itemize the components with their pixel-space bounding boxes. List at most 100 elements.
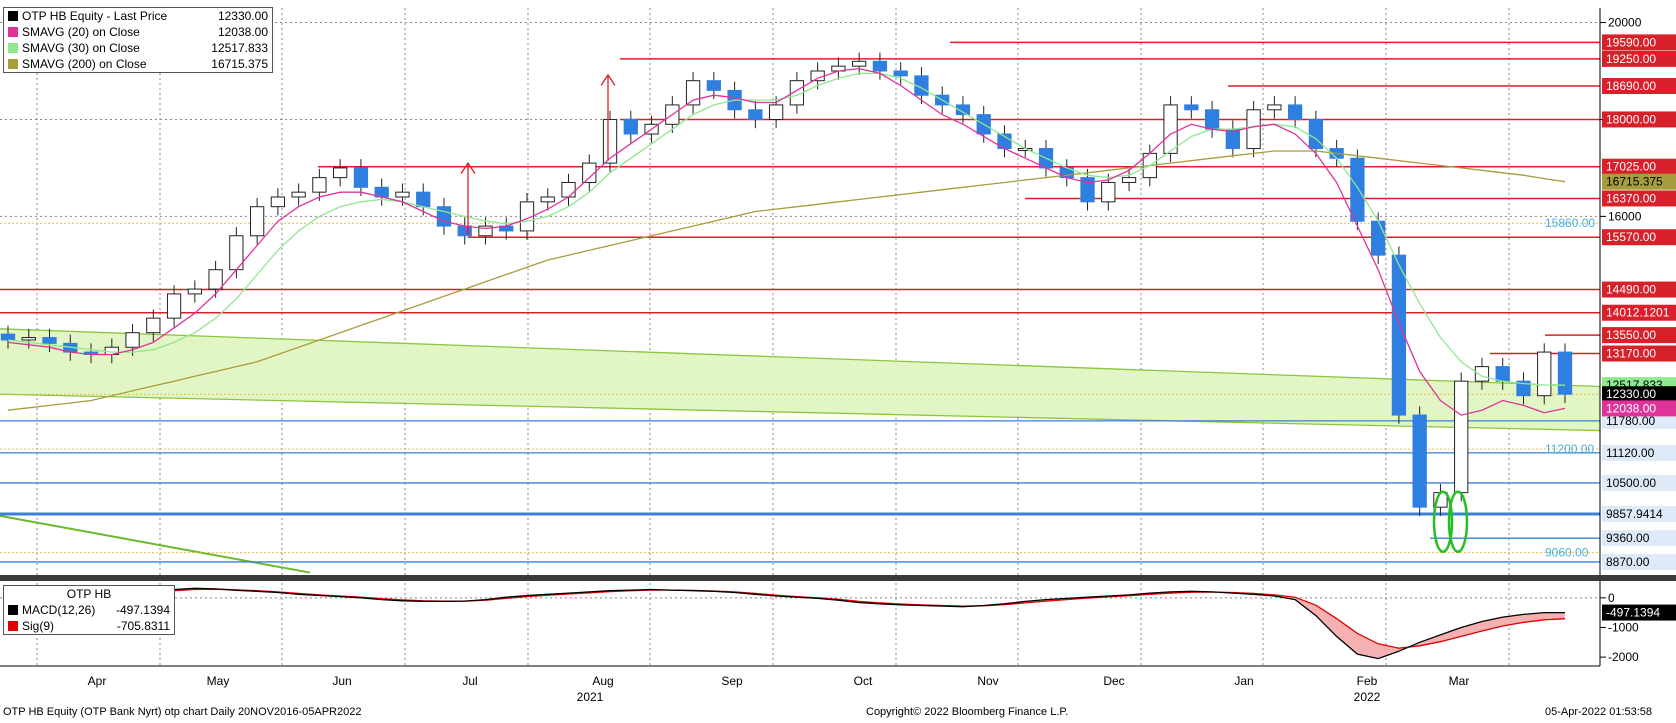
- support-level-tag: 9857.9414: [1606, 507, 1663, 521]
- candle-up: [1454, 380, 1469, 494]
- support-level-tag-bg: [1602, 444, 1676, 461]
- macd-value-tag: -497.1394: [1606, 606, 1660, 620]
- resistance-level-tag-bg: [1602, 281, 1676, 298]
- x-tick-label: Feb: [1357, 674, 1378, 688]
- inline-level-label: 15860.00: [1545, 216, 1595, 230]
- candle-down: [893, 70, 908, 77]
- legend-name: MACD(12,26): [22, 603, 96, 617]
- x-tick-label: Sep: [721, 674, 743, 688]
- resistance-level-tag: 17025.00: [1606, 160, 1656, 174]
- candle-up: [1101, 181, 1116, 203]
- legend-swatch-icon: [8, 11, 18, 21]
- legend-swatch-icon: [8, 605, 18, 615]
- x-tick-label: Dec: [1103, 674, 1124, 688]
- candle-down: [1080, 177, 1095, 203]
- sma200-value-tag: 16715.375: [1606, 175, 1663, 189]
- support-level-tag-bg: [1602, 506, 1676, 523]
- year-label: 2021: [577, 690, 604, 704]
- support-level-tag: 8870.00: [1606, 555, 1650, 569]
- candle-down: [1350, 157, 1365, 222]
- legend-value: -705.8311: [116, 619, 170, 633]
- candle-up: [602, 118, 618, 164]
- legend-row-sma30: SMAVG (30) on Close 12517.833: [4, 40, 272, 56]
- footer-left: OTP HB Equity (OTP Bank Nyrt) otp chart …: [3, 706, 362, 718]
- year-label: 2022: [1354, 690, 1381, 704]
- resistance-level-tag-bg: [1602, 190, 1676, 207]
- macd-line: [7, 587, 1565, 660]
- y-tick-label: 16000: [1608, 209, 1642, 223]
- candle-down: [955, 104, 971, 116]
- candle-down: [1557, 351, 1573, 395]
- sma200-line: [7, 150, 1566, 411]
- candle-down: [1184, 104, 1199, 111]
- legend-row-last-price: OTP HB Equity - Last Price 12330.00: [4, 8, 272, 24]
- sma200-value-tag-bg: [1602, 173, 1676, 190]
- resistance-level-tag: 19250.00: [1606, 52, 1656, 66]
- legend-swatch-icon: [8, 43, 18, 53]
- resistance-level-tag: 18000.00: [1606, 112, 1656, 126]
- candle-up: [333, 167, 348, 179]
- highlight-ellipse: [1432, 490, 1454, 553]
- y-tick-label: 20000: [1608, 16, 1642, 30]
- candle-up: [852, 60, 867, 67]
- legend-name: SMAVG (30) on Close: [22, 41, 140, 55]
- legend-value: 12038.00: [217, 25, 268, 39]
- legend-value: -497.1394: [115, 603, 170, 617]
- resistance-level-tag: 14490.00: [1606, 283, 1656, 297]
- footer-timestamp: 05-Apr-2022 01:53:58: [1545, 706, 1653, 718]
- candle-up: [146, 317, 161, 334]
- macd-legend-title: OTP HB: [4, 586, 174, 602]
- candle-up: [208, 269, 223, 290]
- macd-value-tag-bg: [1602, 604, 1676, 621]
- x-tick-label: Mar: [1449, 674, 1470, 688]
- candle-down: [1391, 254, 1407, 416]
- candle-up: [187, 288, 202, 295]
- candle-up: [1163, 104, 1178, 154]
- candle-up: [395, 191, 410, 198]
- support-level-tag: 11780.00: [1606, 414, 1655, 428]
- resistance-level-tag: 18690.00: [1606, 79, 1656, 93]
- up-arrow-icon: [460, 161, 476, 235]
- x-tick-label: Aug: [592, 674, 613, 688]
- candle-down: [623, 118, 638, 135]
- up-arrow-icon: [600, 73, 616, 161]
- legend-swatch-icon: [8, 621, 18, 631]
- legend-value: 12330.00: [217, 9, 268, 23]
- candle-up: [478, 225, 493, 237]
- support-level-tag-bg: [1602, 553, 1676, 570]
- resistance-level-tag-bg: [1602, 345, 1676, 362]
- resistance-level-tag-bg: [1602, 327, 1676, 344]
- candle-up: [312, 177, 327, 193]
- candle-up: [125, 332, 140, 348]
- candle-down: [1412, 414, 1427, 508]
- resistance-level-tag: 14012.1201: [1606, 306, 1670, 320]
- x-tick-label: Jul: [462, 674, 477, 688]
- candle-up: [1121, 177, 1137, 183]
- candle-up: [249, 206, 265, 237]
- candle-down: [416, 191, 431, 208]
- sma20-value-tag-bg: [1602, 400, 1676, 417]
- legend-name: OTP HB Equity - Last Price: [22, 9, 168, 23]
- legend-value: 16715.375: [211, 57, 268, 71]
- channel-fill: [0, 328, 1600, 431]
- candle-down: [353, 167, 369, 188]
- candle-up: [810, 70, 825, 82]
- resistance-level-tag-bg: [1602, 158, 1676, 175]
- resistance-level-tag-bg: [1602, 304, 1676, 321]
- x-tick-label: May: [207, 674, 230, 688]
- resistance-level-tag-bg: [1602, 34, 1676, 51]
- candle-up: [1246, 109, 1261, 150]
- inline-level-label: 9060.00: [1545, 546, 1589, 560]
- highlight-ellipse: [1447, 490, 1469, 553]
- legend-name: Sig(9): [22, 619, 55, 633]
- resistance-level-tag-bg: [1602, 50, 1676, 67]
- channel-lower-line: [0, 393, 1601, 432]
- panel-divider: [0, 575, 1676, 581]
- support-level-tag: 9360.00: [1606, 531, 1650, 545]
- candle-up: [685, 80, 701, 106]
- candle-up: [21, 337, 36, 341]
- legend-row-macd: MACD(12,26) -497.1394: [4, 602, 174, 618]
- support-level-tag: 10500.00: [1606, 476, 1656, 490]
